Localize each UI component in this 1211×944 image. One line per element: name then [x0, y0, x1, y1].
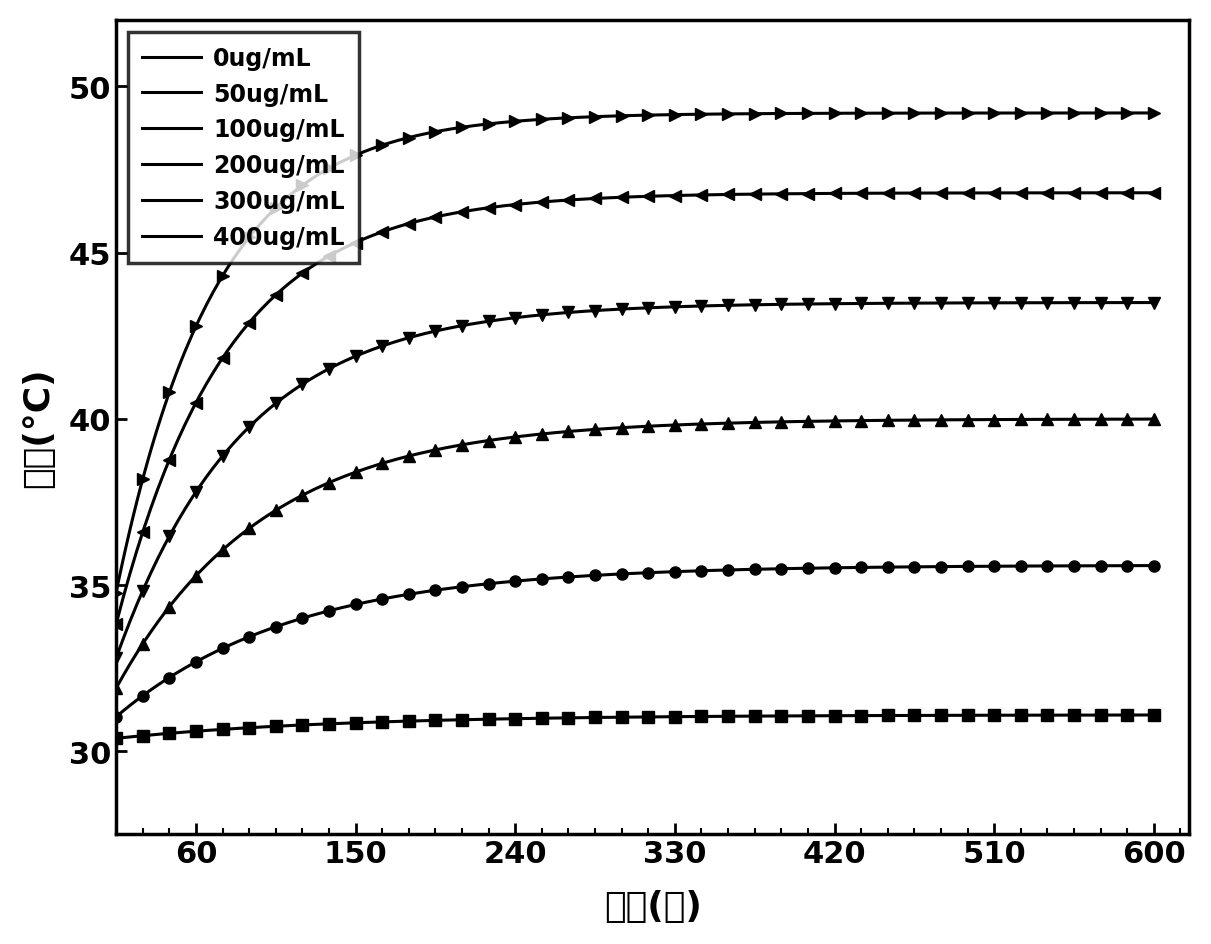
0ug/mL — [727, 711, 741, 722]
50ug/mL — [1050, 561, 1064, 572]
100ug/mL — [1050, 414, 1064, 426]
Line: 0ug/mL: 0ug/mL — [116, 716, 1154, 738]
300ug/mL — [727, 190, 741, 201]
0ug/mL — [113, 733, 127, 744]
200ug/mL — [1147, 297, 1161, 309]
400ug/mL — [1050, 109, 1064, 120]
200ug/mL — [1050, 297, 1064, 309]
100ug/mL — [983, 414, 998, 426]
100ug/mL — [1147, 414, 1161, 426]
400ug/mL — [1147, 109, 1161, 120]
50ug/mL — [1147, 561, 1161, 572]
300ug/mL — [113, 606, 127, 617]
X-axis label: 时间(秒): 时间(秒) — [604, 889, 701, 923]
50ug/mL — [723, 565, 737, 576]
400ug/mL — [723, 110, 737, 121]
50ug/mL — [113, 708, 127, 719]
200ug/mL — [744, 300, 758, 312]
50ug/mL — [109, 712, 124, 723]
0ug/mL — [1050, 710, 1064, 721]
200ug/mL — [723, 300, 737, 312]
Line: 200ug/mL: 200ug/mL — [116, 303, 1154, 659]
Line: 50ug/mL: 50ug/mL — [116, 566, 1154, 717]
300ug/mL — [723, 190, 737, 201]
100ug/mL — [723, 418, 737, 430]
400ug/mL — [727, 110, 741, 121]
0ug/mL — [723, 711, 737, 722]
200ug/mL — [113, 643, 127, 654]
0ug/mL — [1147, 710, 1161, 721]
400ug/mL — [744, 109, 758, 120]
100ug/mL — [109, 683, 124, 694]
Line: 400ug/mL: 400ug/mL — [116, 114, 1154, 593]
0ug/mL — [109, 733, 124, 744]
200ug/mL — [727, 300, 741, 312]
200ug/mL — [109, 653, 124, 665]
200ug/mL — [983, 298, 998, 310]
400ug/mL — [109, 587, 124, 598]
300ug/mL — [1050, 188, 1064, 199]
Y-axis label: 温度(°C): 温度(°C) — [21, 367, 54, 488]
Legend: 0ug/mL, 50ug/mL, 100ug/mL, 200ug/mL, 300ug/mL, 400ug/mL: 0ug/mL, 50ug/mL, 100ug/mL, 200ug/mL, 300… — [128, 33, 358, 263]
0ug/mL — [744, 711, 758, 722]
100ug/mL — [744, 417, 758, 429]
50ug/mL — [983, 561, 998, 572]
400ug/mL — [113, 571, 127, 582]
300ug/mL — [109, 619, 124, 631]
300ug/mL — [983, 188, 998, 199]
300ug/mL — [1147, 188, 1161, 199]
100ug/mL — [113, 677, 127, 688]
Line: 100ug/mL: 100ug/mL — [116, 420, 1154, 688]
50ug/mL — [744, 565, 758, 576]
400ug/mL — [983, 109, 998, 120]
50ug/mL — [727, 565, 741, 576]
0ug/mL — [983, 710, 998, 721]
100ug/mL — [727, 418, 741, 430]
300ug/mL — [744, 189, 758, 200]
Line: 300ug/mL: 300ug/mL — [116, 194, 1154, 625]
